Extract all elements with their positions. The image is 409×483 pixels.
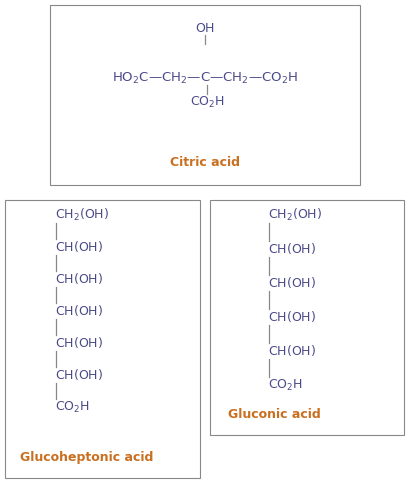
Text: $\mathsf{CH_2(OH)}$: $\mathsf{CH_2(OH)}$ bbox=[268, 207, 322, 223]
Text: $\mathsf{CH(OH)}$: $\mathsf{CH(OH)}$ bbox=[268, 343, 316, 358]
Text: $\mathsf{CO_2H}$: $\mathsf{CO_2H}$ bbox=[268, 377, 303, 393]
Bar bbox=[50, 5, 360, 185]
Text: $\mathsf{CH(OH)}$: $\mathsf{CH(OH)}$ bbox=[55, 271, 103, 286]
Text: Gluconic acid: Gluconic acid bbox=[228, 409, 321, 422]
Text: $\mathsf{CO_2H}$: $\mathsf{CO_2H}$ bbox=[190, 95, 225, 110]
Text: $\mathsf{CH(OH)}$: $\mathsf{CH(OH)}$ bbox=[268, 242, 316, 256]
Text: $\mathsf{CH(OH)}$: $\mathsf{CH(OH)}$ bbox=[55, 336, 103, 351]
Text: $\mathsf{CO_2H}$: $\mathsf{CO_2H}$ bbox=[55, 399, 90, 414]
Bar bbox=[210, 200, 404, 435]
Text: Glucoheptonic acid: Glucoheptonic acid bbox=[20, 452, 153, 465]
Text: $\mathsf{HO_2C—CH_2—C—CH_2—CO_2H}$: $\mathsf{HO_2C—CH_2—C—CH_2—CO_2H}$ bbox=[112, 71, 298, 85]
Text: $\mathsf{CH(OH)}$: $\mathsf{CH(OH)}$ bbox=[55, 240, 103, 255]
Text: Citric acid: Citric acid bbox=[170, 156, 240, 170]
Text: $\mathsf{CH_2(OH)}$: $\mathsf{CH_2(OH)}$ bbox=[55, 207, 109, 223]
Text: $\mathsf{CH(OH)}$: $\mathsf{CH(OH)}$ bbox=[268, 310, 316, 325]
Bar bbox=[5, 200, 200, 478]
Text: $\mathsf{CH(OH)}$: $\mathsf{CH(OH)}$ bbox=[268, 275, 316, 290]
Text: $\mathsf{CH(OH)}$: $\mathsf{CH(OH)}$ bbox=[55, 303, 103, 318]
Text: $\mathsf{CH(OH)}$: $\mathsf{CH(OH)}$ bbox=[55, 368, 103, 383]
Text: $\mathsf{OH}$: $\mathsf{OH}$ bbox=[195, 22, 215, 34]
